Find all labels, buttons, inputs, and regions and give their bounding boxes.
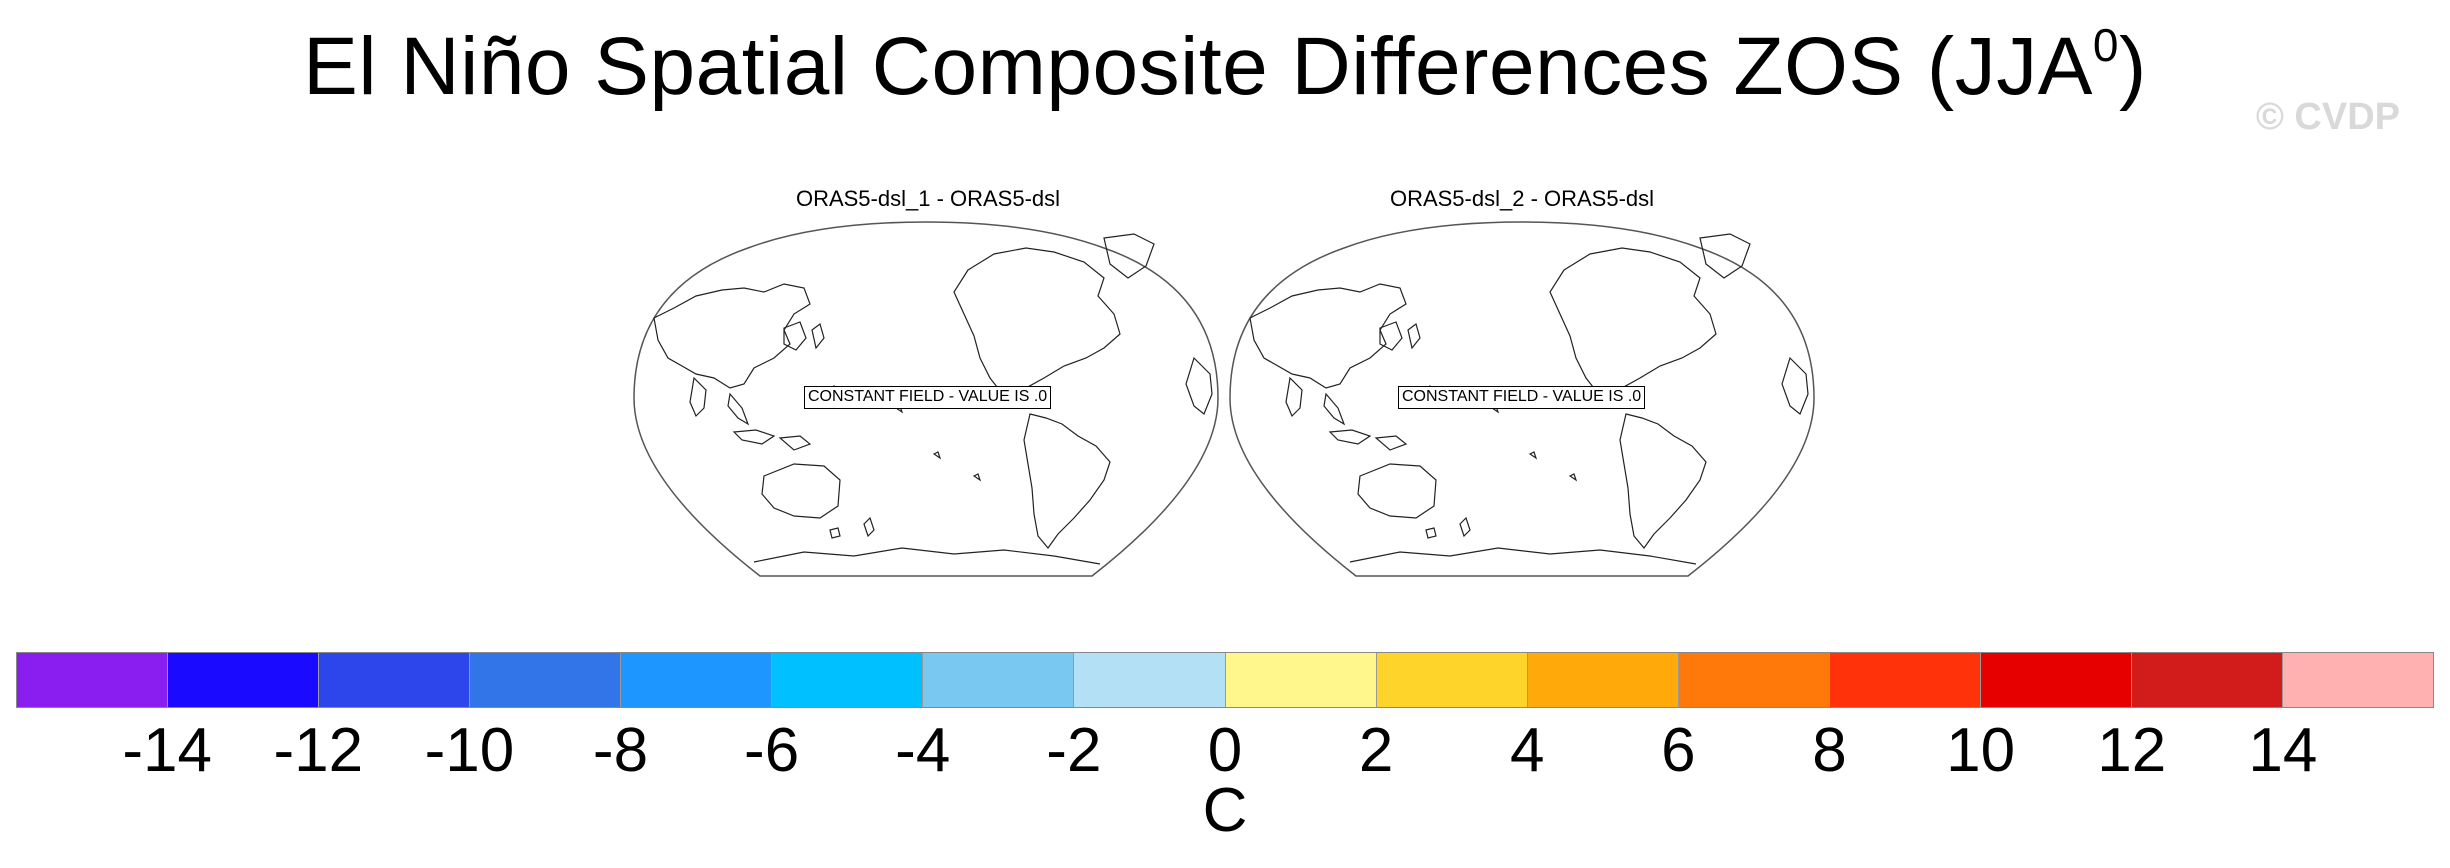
colorbar-segment — [1074, 653, 1226, 707]
colorbar-tick-label: -6 — [744, 716, 800, 785]
colorbar-segment — [2131, 653, 2283, 707]
colorbar-tick-label: 2 — [1358, 716, 1394, 785]
panel-1-title: ORAS5-dsl_1 - ORAS5-dsl — [795, 186, 1061, 211]
colorbar-tick-label: -14 — [122, 716, 212, 785]
colorbar-tick-label: -12 — [273, 716, 364, 785]
panel-1-map — [633, 221, 1219, 577]
colorbar-segment — [1225, 653, 1377, 707]
colorbar-segment — [1376, 653, 1528, 707]
panel-2-title: ORAS5-dsl_2 - ORAS5-dsl — [1389, 186, 1655, 211]
colorbar-segment — [772, 653, 924, 707]
colorbar-tick-label: 4 — [1510, 716, 1545, 785]
colorbar-segment — [319, 653, 471, 707]
colorbar-segment — [1527, 653, 1679, 707]
colorbar-tick-label: 10 — [1946, 716, 2016, 785]
colorbar-tick-label: 12 — [2097, 716, 2167, 785]
colorbar-segment — [923, 653, 1075, 707]
panel-2-constant-field-label: CONSTANT FIELD - VALUE IS .0 — [1398, 386, 1646, 409]
colorbar-segment — [1829, 653, 1981, 707]
colorbar-segment — [17, 653, 169, 707]
panel-2-coastlines — [1249, 233, 1809, 565]
panel-1-globe-outline — [633, 221, 1219, 577]
colorbar-segment — [621, 653, 773, 707]
colorbar-segment — [168, 653, 320, 707]
panel-2-map — [1229, 221, 1815, 577]
colorbar-tick-labels: -14 -12 -10 -8 -6 -4 -2 0 2 4 6 8 10 12 14 — [16, 720, 2434, 790]
panel-2-globe-outline — [1229, 221, 1815, 577]
colorbar-segment — [1980, 653, 2132, 707]
colorbar — [16, 652, 2434, 708]
colorbar-tick-label: -8 — [592, 716, 649, 785]
colorbar-units: C — [1202, 776, 1248, 845]
title-superscript: 0 — [2092, 19, 2119, 71]
colorbar-segment — [1678, 653, 1830, 707]
colorbar-tick-label: -10 — [424, 716, 515, 785]
colorbar-tick-label: 0 — [1207, 716, 1243, 785]
page-title: El Niño Spatial Composite Differences ZO… — [303, 19, 2147, 112]
panel-1-coastlines — [653, 233, 1213, 565]
colorbar-tick-label: 6 — [1661, 716, 1696, 785]
colorbar-tick-label: -2 — [1046, 716, 1102, 785]
panel-1-constant-field-label: CONSTANT FIELD - VALUE IS .0 — [804, 386, 1052, 409]
colorbar-segment — [470, 653, 622, 707]
colorbar-tick-label: 14 — [2248, 716, 2318, 785]
watermark: © CVDP — [2255, 96, 2400, 138]
colorbar-tick-label: 8 — [1812, 716, 1847, 785]
colorbar-segment — [2282, 653, 2433, 707]
colorbar-tick-label: -4 — [895, 716, 951, 785]
